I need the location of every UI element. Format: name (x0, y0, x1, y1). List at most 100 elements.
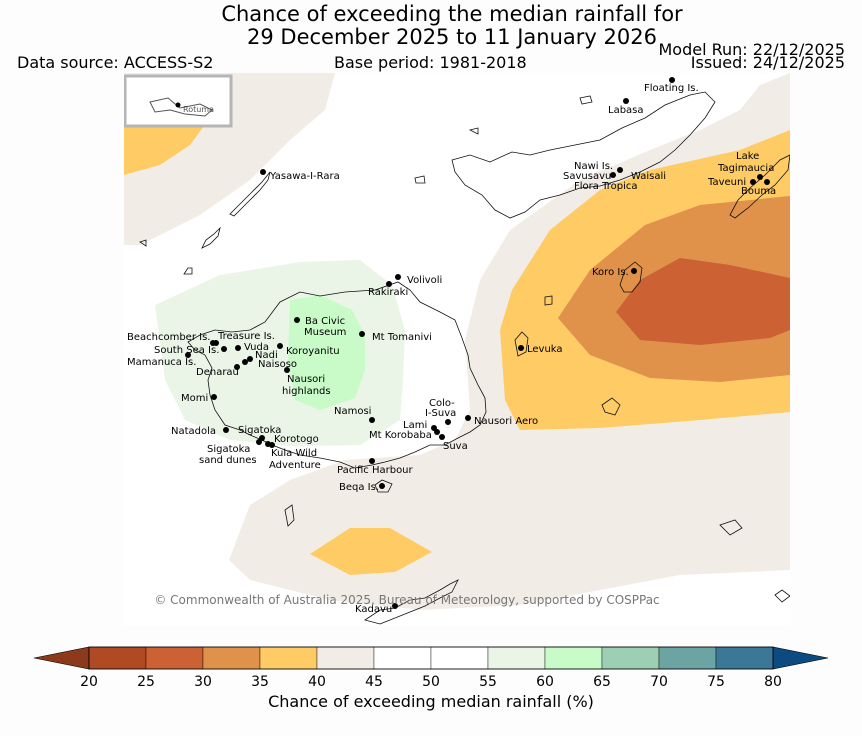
colorbar-tick-label: 60 (536, 674, 554, 690)
colorbar-label: Chance of exceeding median rainfall (%) (268, 692, 594, 711)
label-nadi: Nadi (255, 350, 278, 361)
label-sigatoka: Sigatoka (238, 425, 281, 436)
marker-denarau (234, 364, 240, 370)
colorbar-tick-label: 55 (479, 674, 497, 690)
label-ba-civic-1: Ba Civic (305, 316, 345, 327)
label-natadola: Natadola (171, 426, 216, 437)
label-volivoli: Volivoli (407, 275, 442, 286)
label-naisoso: Naisoso (258, 359, 297, 370)
label-nawi: Nawi Is. (574, 161, 613, 172)
marker-volivoli (395, 274, 401, 280)
issued-date: Issued: 24/12/2025 (690, 53, 845, 72)
colorbar-tick-label: 80 (764, 674, 782, 690)
label-beachcomber: Beachcomber Is. (127, 332, 210, 343)
map-title-line1: Chance of exceeding the median rainfall … (221, 2, 683, 26)
label-mamanuca: Mamanuca Is. (127, 357, 196, 368)
map-title-line2: 29 December 2025 to 11 January 2026 (247, 25, 657, 49)
label-floating: Floating Is. (644, 83, 699, 94)
colorbar-tick-label: 40 (308, 674, 326, 690)
label-mt-korobaba: Mt Korobaba (369, 430, 432, 441)
label-nausori-aero: Nausori Aero (474, 416, 538, 427)
colorbar-tick-label: 50 (422, 674, 440, 690)
region-25-30 (616, 258, 790, 345)
rotuma-inset (124, 74, 233, 128)
label-beqa: Beqa Is. (339, 482, 379, 493)
marker-beqa (379, 483, 385, 489)
marker-treasure (213, 340, 219, 346)
label-denarau: Denarau (196, 367, 239, 378)
label-kula-1: Kula Wild (271, 448, 317, 459)
location-markers (185, 77, 770, 609)
label-momi: Momi (181, 393, 208, 404)
label-ba-civic-2: Museum (304, 327, 346, 338)
label-treasure: Treasure Is. (217, 331, 275, 342)
marker-sigatoka-dunes (256, 439, 262, 445)
copyright-notice: © Commonwealth of Australia 2025, Bureau… (154, 593, 659, 607)
marker-namosi (369, 417, 375, 423)
marker-tagimaucia (757, 174, 763, 180)
marker-momi (211, 394, 217, 400)
label-colo-2: I-Suva (425, 408, 456, 419)
label-flora-tropica: Flora Tropica (574, 181, 637, 192)
label-colo-1: Colo- (429, 398, 455, 409)
marker-vuda (235, 345, 241, 351)
colorbar-segment (202, 646, 261, 670)
marker-suva (439, 434, 445, 440)
colorbar-tick-label: 75 (707, 674, 725, 690)
label-sigatoka-dunes-1: Sigatoka (207, 444, 250, 455)
label-lami: Lami (403, 420, 427, 431)
marker-koro (631, 268, 637, 274)
colorbar-segment (658, 646, 717, 670)
marker-mt-tomanivi (359, 331, 365, 337)
label-waisali: Waisali (631, 171, 666, 182)
marker-rakiraki (386, 281, 392, 287)
label-south-sea: South Sea Is. (154, 345, 219, 356)
colorbar-segment (259, 646, 318, 670)
colorbar-segment (715, 646, 774, 670)
label-bouma: Bouma (741, 186, 776, 197)
marker-taveuni (750, 179, 756, 185)
label-namosi: Namosi (334, 406, 371, 417)
map-frame: Rotuma (124, 73, 790, 626)
label-levuka: Levuka (527, 344, 563, 355)
marker-nausori-highlands (284, 367, 290, 373)
marker-yasawa (260, 169, 266, 175)
colorbar-segment (601, 646, 660, 670)
marker-ba-civic (294, 317, 300, 323)
label-nausori-highlands-2: highlands (282, 386, 331, 397)
marker-naisoso (242, 359, 248, 365)
colorbar-segment (430, 646, 489, 670)
marker-south-sea (221, 346, 227, 352)
marker-bouma (764, 179, 770, 185)
label-labasa: Labasa (608, 105, 644, 116)
label-kula-2: Adventure (269, 460, 321, 471)
region-35-40-northwest (124, 118, 210, 175)
marker-natadola (223, 427, 229, 433)
label-koro: Koro Is. (592, 267, 629, 278)
label-nausori-highlands-1: Nausori (287, 374, 325, 385)
marker-mamanuca (185, 352, 191, 358)
label-mt-tomanivi: Mt Tomanivi (372, 332, 432, 343)
rotuma-marker (175, 102, 181, 108)
region-60-65 (288, 295, 365, 410)
marker-floating (669, 77, 675, 83)
colorbar-high-extend (772, 646, 829, 670)
location-labels: Floating Is. Labasa Nawi Is. Savusavu Wa… (127, 83, 776, 615)
label-sigatoka-dunes-2: sand dunes (199, 455, 257, 466)
colorbar-segment (487, 646, 546, 670)
colorbar-segment (373, 646, 432, 670)
marker-savusavu (610, 172, 616, 178)
marker-koroyanitu (277, 343, 283, 349)
marker-nawi (617, 167, 623, 173)
label-suva: Suva (443, 441, 468, 452)
label-korotogo: Korotogo (274, 434, 319, 445)
data-source: Data source: ACCESS-S2 (17, 53, 214, 72)
marker-colo-i-suva (445, 419, 451, 425)
colorbar-low-extend (33, 646, 90, 670)
label-taveuni: Taveuni (707, 177, 746, 188)
colorbar-tick-label: 20 (80, 674, 98, 690)
rotuma-outline (149, 97, 213, 117)
colorbar: 20 25 30 35 40 45 50 55 60 65 70 75 80 (33, 646, 829, 690)
label-pacific-harbour: Pacific Harbour (337, 465, 414, 476)
